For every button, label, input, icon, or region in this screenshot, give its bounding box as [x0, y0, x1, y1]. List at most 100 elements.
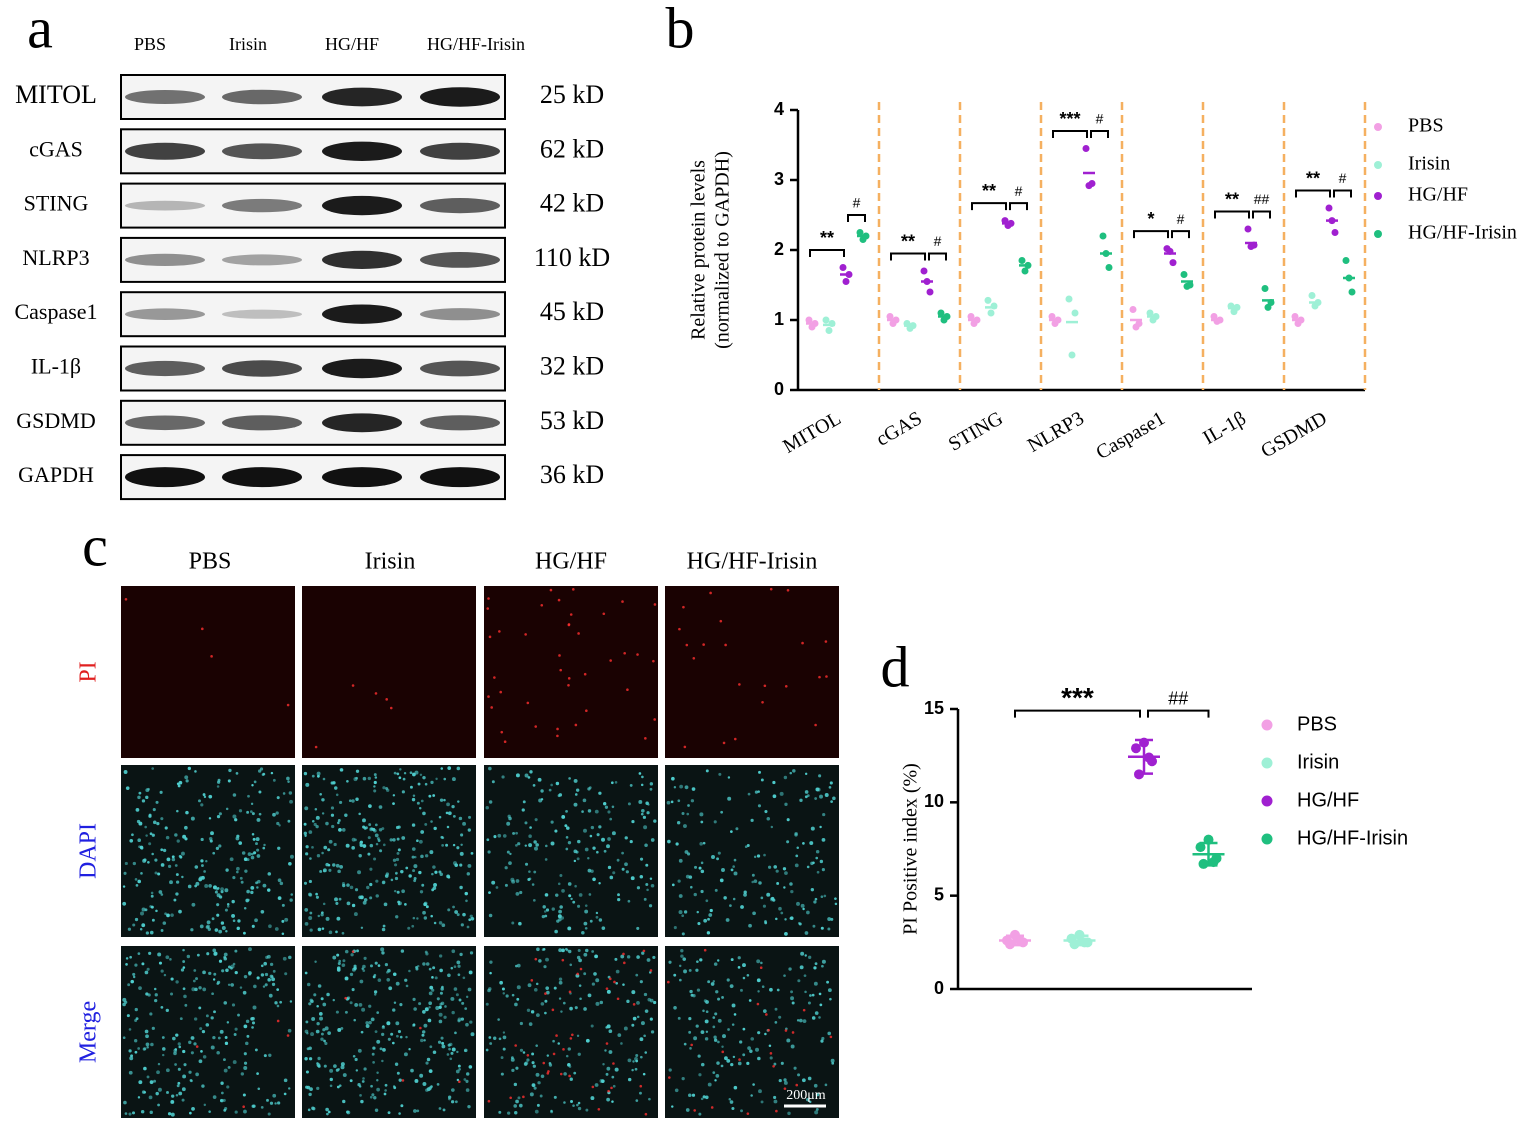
- nucleus: [732, 897, 736, 901]
- nucleus: [369, 867, 373, 871]
- nucleus: [135, 884, 139, 887]
- nucleus: [351, 903, 356, 908]
- legend-marker: [1261, 757, 1273, 769]
- nucleus: [743, 890, 747, 894]
- nucleus: [783, 886, 786, 889]
- nucleus: [735, 827, 739, 831]
- nucleus: [282, 956, 287, 961]
- nucleus: [698, 1112, 702, 1116]
- nucleus: [252, 1005, 257, 1010]
- nucleus: [425, 1088, 429, 1092]
- nucleus: [790, 889, 794, 894]
- pi-cell: [509, 1096, 512, 1100]
- nucleus: [641, 951, 645, 955]
- band: [420, 308, 500, 321]
- nucleus: [182, 834, 187, 839]
- pi-cell: [767, 1028, 770, 1032]
- nucleus: [671, 1105, 674, 1108]
- nucleus: [740, 905, 744, 909]
- nucleus: [796, 846, 799, 850]
- nucleus: [191, 902, 196, 907]
- nucleus: [678, 910, 683, 915]
- nucleus: [155, 800, 159, 804]
- nucleus: [640, 812, 644, 816]
- data-point: [1082, 145, 1090, 152]
- nucleus: [572, 900, 576, 904]
- nucleus: [609, 817, 613, 821]
- nucleus: [258, 790, 262, 794]
- pi-cell: [795, 1083, 799, 1087]
- nucleus: [428, 794, 432, 798]
- nucleus: [558, 980, 563, 985]
- legend-label: HG/HF: [1297, 789, 1359, 811]
- nucleus: [538, 798, 543, 803]
- nucleus: [316, 1005, 319, 1008]
- nucleus: [122, 901, 127, 906]
- nucleus: [359, 979, 364, 984]
- nucleus: [515, 773, 520, 778]
- nucleus: [587, 787, 591, 791]
- nucleus: [470, 1032, 475, 1037]
- nucleus: [515, 892, 520, 896]
- nucleus: [649, 1017, 653, 1021]
- nucleus: [493, 1036, 497, 1040]
- nucleus: [377, 964, 381, 967]
- nucleus: [508, 861, 512, 866]
- nucleus: [639, 857, 644, 861]
- nucleus: [458, 816, 463, 821]
- pi-cell: [583, 672, 587, 676]
- nucleus: [653, 819, 657, 823]
- nucleus: [640, 783, 644, 787]
- nucleus: [202, 793, 206, 797]
- nucleus: [419, 1073, 424, 1078]
- nucleus: [224, 908, 228, 912]
- nucleus: [757, 990, 760, 993]
- data-point: [1129, 306, 1137, 313]
- nucleus: [175, 1093, 179, 1097]
- nucleus: [532, 898, 536, 902]
- nucleus: [518, 921, 522, 926]
- nucleus: [452, 814, 456, 818]
- band: [222, 467, 302, 488]
- nucleus: [385, 788, 390, 792]
- nucleus: [625, 870, 629, 874]
- band: [322, 195, 402, 216]
- nucleus: [760, 896, 764, 900]
- nucleus: [446, 825, 450, 829]
- nucleus: [166, 857, 171, 862]
- nucleus: [240, 1072, 245, 1076]
- nucleus: [239, 986, 243, 989]
- nucleus: [392, 858, 397, 862]
- nucleus: [814, 797, 818, 800]
- nucleus: [375, 879, 379, 883]
- nucleus: [695, 968, 699, 972]
- nucleus: [705, 1000, 709, 1004]
- band: [420, 142, 500, 160]
- data-point: [1345, 274, 1353, 282]
- data-point: [1054, 316, 1062, 324]
- pi-cell: [591, 1085, 595, 1089]
- nucleus: [252, 837, 256, 841]
- nucleus: [418, 1002, 422, 1006]
- data-point: [1068, 351, 1076, 359]
- nucleus: [241, 851, 246, 855]
- nucleus: [747, 792, 751, 796]
- nucleus: [635, 1053, 639, 1057]
- nucleus: [821, 964, 824, 968]
- nucleus: [560, 916, 565, 920]
- nucleus: [691, 1093, 696, 1097]
- nucleus: [185, 810, 189, 815]
- nucleus: [704, 1037, 709, 1041]
- nucleus: [714, 1012, 718, 1016]
- nucleus: [732, 865, 735, 868]
- nucleus: [308, 1002, 312, 1006]
- nucleus: [615, 981, 619, 985]
- nucleus: [199, 924, 204, 929]
- data-point: [1065, 295, 1073, 303]
- nucleus: [468, 918, 472, 922]
- nucleus: [649, 782, 654, 786]
- nucleus: [750, 1094, 753, 1097]
- nucleus: [553, 1095, 557, 1099]
- nucleus: [528, 1022, 533, 1026]
- nucleus: [246, 889, 250, 894]
